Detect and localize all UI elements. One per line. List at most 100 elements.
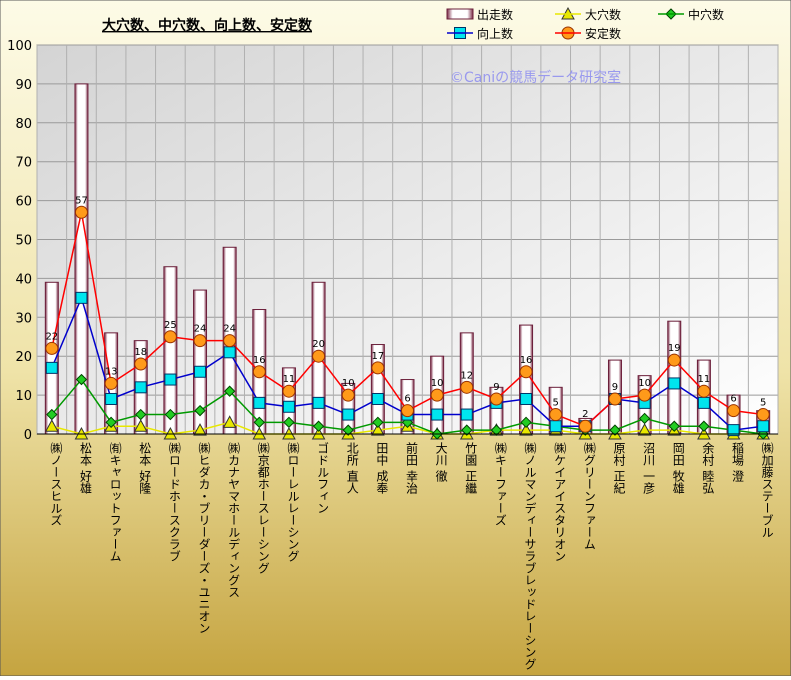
- marker-circle: [104, 376, 118, 390]
- y-tick-label: 40: [15, 272, 32, 287]
- marker-triangle: [371, 423, 385, 436]
- marker-diamond: [253, 416, 266, 429]
- y-tick-label: 50: [15, 234, 32, 249]
- y-tick-label: 30: [15, 311, 32, 326]
- data-label: 5: [553, 398, 559, 409]
- marker-triangle: [133, 419, 148, 432]
- data-label: 11: [698, 374, 711, 385]
- y-tick-label: 80: [15, 117, 32, 132]
- marker-square: [668, 377, 681, 390]
- marker-circle: [401, 404, 414, 418]
- marker-diamond: [520, 416, 532, 429]
- x-tick-label: ㈱カナヤマホールディングス: [227, 442, 241, 598]
- marker-square: [223, 346, 236, 359]
- marker-square: [757, 420, 770, 433]
- marker-circle: [489, 392, 503, 406]
- x-tick-label: ㈱ノースヒルズ: [49, 442, 63, 526]
- x-tick-label: 原村 正紀: [612, 442, 626, 494]
- data-label: 9: [612, 382, 618, 393]
- marker-diamond: [490, 424, 503, 436]
- x-tick-label: ㈱ノルマンディーサラブレッドレーシング: [523, 442, 537, 670]
- y-tick-label: 20: [15, 350, 32, 365]
- x-tick-label: 余村 睦弘: [701, 441, 715, 494]
- x-tick-label: 北所 直人: [345, 442, 359, 494]
- data-label: 6: [404, 394, 410, 405]
- marker-triangle: [44, 419, 59, 432]
- marker-triangle: [519, 423, 533, 436]
- marker-diamond: [698, 420, 710, 432]
- data-label: 10: [342, 378, 355, 389]
- legend-swatch-bar: [446, 8, 474, 20]
- data-label: 2: [582, 409, 588, 420]
- marker-diamond: [283, 416, 295, 429]
- legend-label: 中穴数: [688, 7, 724, 22]
- marker-diamond: [194, 404, 206, 417]
- marker-circle: [282, 384, 296, 398]
- x-tick-label: ㈱ケイアイスタリオン: [553, 442, 567, 562]
- marker-square: [164, 373, 177, 386]
- y-tick-label: 60: [15, 195, 32, 210]
- data-label: 25: [164, 320, 177, 331]
- data-label: 22: [45, 331, 58, 342]
- marker-circle: [638, 388, 652, 402]
- marker-diamond: [609, 424, 621, 436]
- data-label: 11: [283, 374, 296, 385]
- marker-diamond: [312, 420, 325, 432]
- marker-triangle: [193, 423, 207, 436]
- x-tick-label: 稲場 澄: [731, 442, 745, 482]
- marker-square: [342, 408, 355, 421]
- marker-square: [75, 291, 88, 304]
- data-label: 18: [134, 347, 147, 358]
- marker-square: [460, 408, 473, 421]
- marker-diamond: [638, 412, 651, 425]
- marker-circle: [667, 353, 681, 367]
- data-label: 16: [253, 355, 266, 366]
- marker-square: [431, 408, 444, 421]
- marker-triangle: [222, 415, 237, 428]
- marker-circle: [697, 384, 711, 398]
- x-tick-label: ㈱京都ホースレーシング: [256, 442, 270, 574]
- x-tick-label: ㈱グリーンファーム: [582, 442, 596, 550]
- marker-square: [194, 365, 207, 378]
- marker-circle: [371, 361, 385, 375]
- marker-square: [520, 392, 533, 405]
- marker-circle: [727, 404, 741, 418]
- marker-square: [312, 396, 325, 409]
- marker-circle: [134, 357, 148, 371]
- marker-square: [253, 396, 266, 409]
- x-tick-label: 沼川 一彦: [642, 442, 656, 495]
- marker-square: [697, 396, 710, 409]
- legend-label: 出走数: [477, 7, 513, 22]
- y-tick-label: 90: [15, 78, 32, 93]
- marker-diamond: [372, 416, 384, 429]
- marker-circle: [341, 388, 355, 402]
- marker-circle: [223, 334, 237, 348]
- marker-circle: [193, 334, 207, 348]
- data-label: 13: [105, 366, 118, 377]
- y-tick-label: 10: [15, 389, 32, 404]
- marker-circle: [45, 341, 59, 355]
- x-tick-label: ㈱キーファーズ: [493, 442, 507, 526]
- marker-circle: [549, 408, 563, 422]
- x-tick-label: 松本 好雄: [78, 442, 92, 494]
- marker-circle: [578, 419, 592, 433]
- legend-label: 大穴数: [585, 7, 621, 22]
- x-tick-label: ㈱ローレルレーシング: [286, 442, 300, 562]
- marker-square: [105, 392, 118, 405]
- data-label: 20: [312, 339, 325, 350]
- watermark-text: ©Caniの競馬データ研究室: [450, 69, 621, 86]
- data-label: 24: [223, 324, 236, 335]
- data-label: 10: [638, 378, 651, 389]
- marker-circle: [163, 330, 177, 344]
- x-tick-label: 田中 成奉: [375, 442, 389, 494]
- marker-diamond: [164, 408, 177, 421]
- x-tick-label: ㈱ヒダカ・ブリーダーズ・ユニオン: [197, 442, 211, 634]
- marker-circle: [312, 349, 326, 363]
- data-label: 19: [668, 343, 681, 354]
- y-tick-label: 0: [24, 428, 32, 443]
- marker-square: [727, 424, 740, 437]
- marker-square: [371, 392, 384, 405]
- marker-diamond: [105, 416, 117, 429]
- marker-diamond: [342, 424, 354, 436]
